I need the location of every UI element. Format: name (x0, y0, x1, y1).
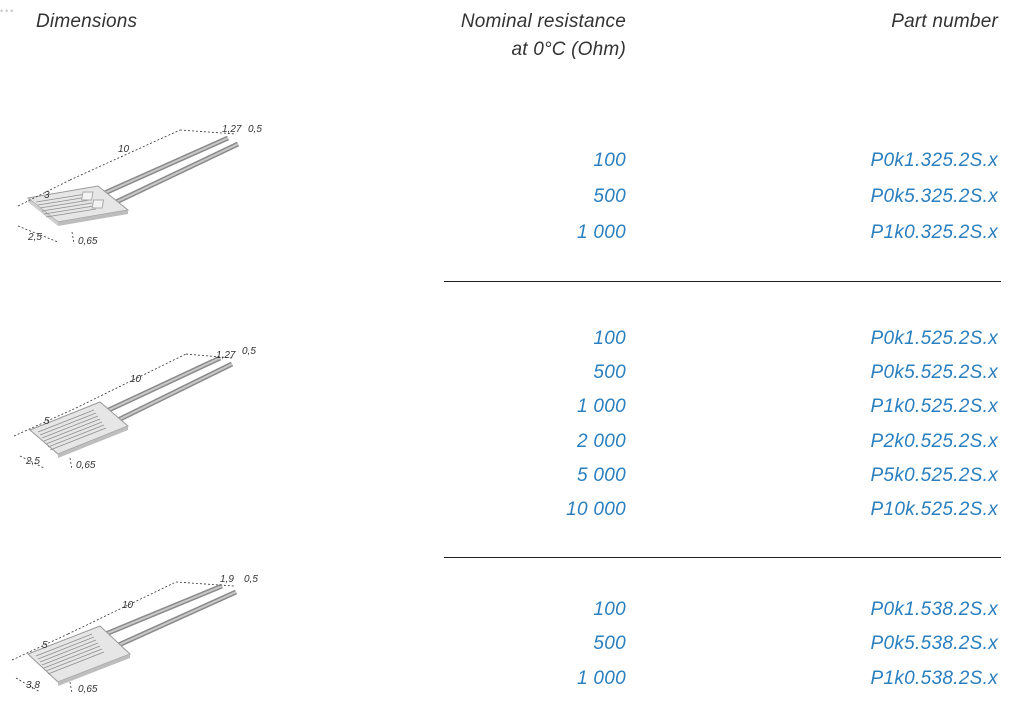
resistance-value: 100 (593, 150, 626, 171)
part-number: P2k0.525.2S.x (870, 431, 998, 452)
resistance-value: 2 000 (576, 431, 626, 452)
resistance-value: 500 (593, 186, 626, 207)
svg-text:5: 5 (42, 640, 48, 651)
resistance-value: 500 (593, 633, 626, 654)
corner-dots-decoration: ••• (0, 6, 16, 16)
header-nominal-resistance: Nominal resistance at 0°C (Ohm) (461, 8, 626, 64)
part-number: P0k1.325.2S.x (870, 150, 998, 171)
svg-text:2,5: 2,5 (27, 232, 42, 243)
resistance-value: 5 000 (576, 465, 626, 486)
group-divider (444, 281, 1001, 282)
svg-text:3: 3 (44, 190, 50, 201)
sensor-drawing-1: 10 3 2,5 0,65 1,27 0,5 (17, 124, 262, 247)
header-resistance-line1: Nominal resistance (460, 11, 626, 32)
resistance-value: 500 (593, 362, 626, 383)
part-number: P1k0.525.2S.x (870, 396, 998, 417)
part-number: P0k5.325.2S.x (870, 186, 998, 207)
svg-text:2,5: 2,5 (25, 456, 40, 467)
part-number: P1k0.325.2S.x (870, 222, 998, 243)
resistance-value: 100 (593, 599, 626, 620)
part-number: P0k5.525.2S.x (870, 362, 998, 383)
svg-text:1,27: 1,27 (216, 350, 236, 361)
group-divider (444, 557, 1001, 558)
resistance-value: 1 000 (576, 668, 626, 689)
part-number: P0k5.538.2S.x (870, 633, 998, 654)
svg-text:0,65: 0,65 (76, 460, 96, 471)
resistance-value: 10 000 (566, 499, 626, 520)
resistance-value: 1 000 (576, 222, 626, 243)
svg-text:0,5: 0,5 (248, 124, 262, 135)
svg-text:0,5: 0,5 (244, 574, 258, 585)
svg-text:3,8: 3,8 (26, 680, 40, 691)
header-resistance-line2: at 0°C (Ohm) (511, 39, 626, 60)
svg-text:0,5: 0,5 (242, 346, 256, 357)
svg-text:10: 10 (118, 144, 130, 155)
svg-text:1,9: 1,9 (220, 574, 234, 585)
svg-text:0,65: 0,65 (78, 236, 98, 247)
header-dimensions: Dimensions (36, 11, 138, 32)
part-number: P0k1.525.2S.x (870, 328, 998, 349)
svg-text:10: 10 (122, 600, 134, 611)
svg-text:5: 5 (44, 416, 50, 427)
svg-text:10: 10 (130, 374, 142, 385)
sensor-drawing-2: 10 5 2,5 0,65 1,27 0,5 (13, 346, 256, 471)
resistance-value: 1 000 (576, 396, 626, 417)
part-number: P10k.525.2S.x (870, 499, 998, 520)
svg-text:1,27: 1,27 (222, 124, 242, 135)
resistance-value: 100 (593, 328, 626, 349)
svg-text:0,65: 0,65 (78, 684, 98, 695)
sensor-drawing-3: 10 5 3,8 0,65 1,9 0,5 (11, 574, 258, 695)
part-number: P1k0.538.2S.x (870, 668, 998, 689)
part-number: P5k0.525.2S.x (870, 465, 998, 486)
part-number: P0k1.538.2S.x (870, 599, 998, 620)
header-part-number: Part number (891, 11, 998, 32)
